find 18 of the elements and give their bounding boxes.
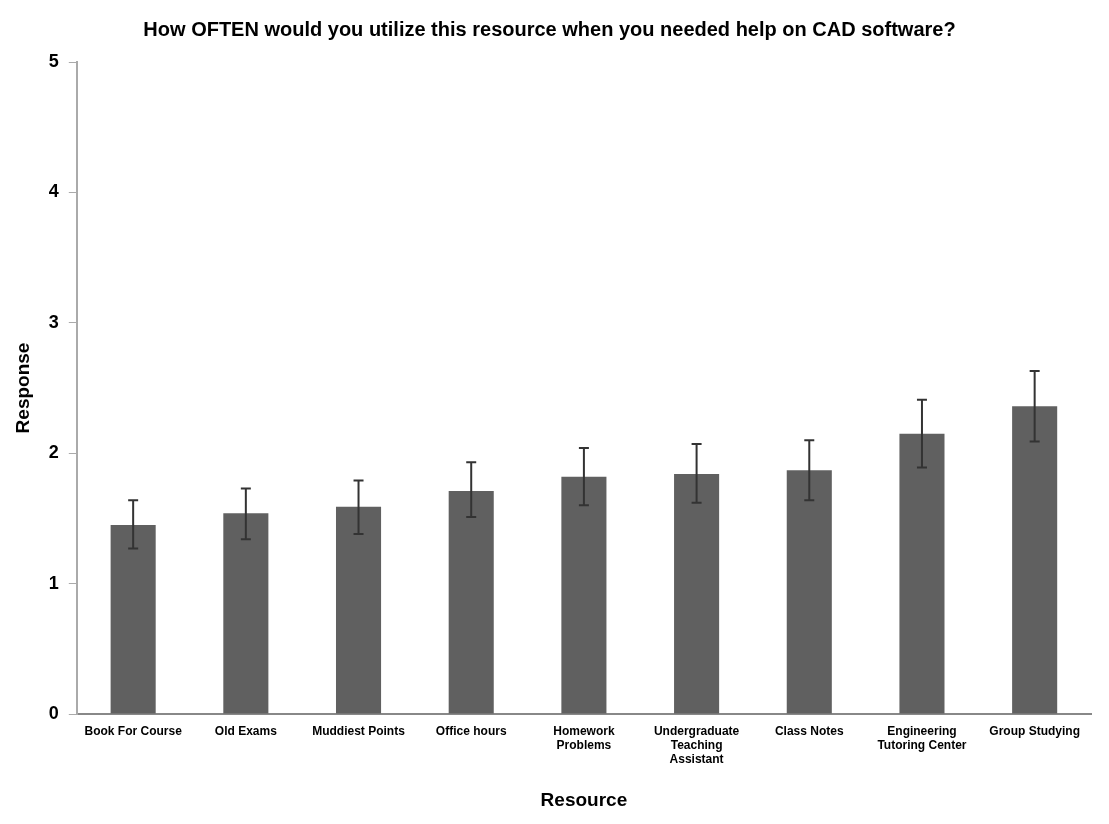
y-tick-label: 3 — [48, 311, 59, 332]
x-tick-label: Office hours — [435, 723, 507, 738]
y-tick-label: 4 — [48, 181, 59, 202]
x-tick-label: Book For Course — [84, 723, 183, 738]
x-tick-label: Undergraduate Teaching Assistant — [653, 723, 740, 767]
x-tick-label: Old Exams — [214, 723, 278, 738]
chart-title: How OFTEN would you utilize this resource when you needed help on CAD software? — [143, 17, 956, 40]
y-tick-label: 2 — [48, 442, 59, 463]
x-tick-label: Muddiest Points — [312, 723, 406, 738]
y-tick-label: 0 — [48, 702, 59, 723]
x-tick-label: Class Notes — [774, 723, 844, 738]
x-axis-title: Resource — [540, 788, 628, 810]
x-tick-label: Homework Problems — [553, 723, 615, 752]
y-tick-label: 1 — [48, 572, 59, 593]
x-tick-label: Engineering Tutoring Center — [877, 723, 967, 752]
y-axis-title: Response — [11, 342, 33, 434]
y-tick-label: 5 — [48, 50, 59, 71]
x-tick-label: Group Studying — [989, 723, 1080, 738]
